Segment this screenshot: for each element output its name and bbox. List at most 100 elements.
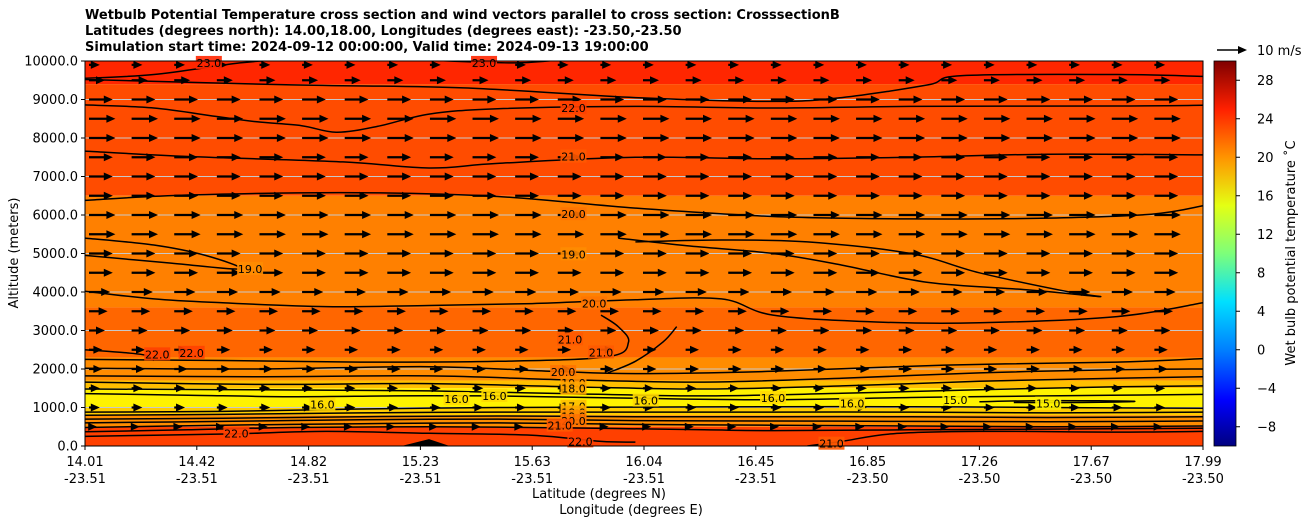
wind-arrow-head bbox=[1086, 230, 1096, 239]
wind-arrow-head bbox=[226, 307, 236, 316]
wind-arrow-head bbox=[471, 422, 481, 431]
wind-arrow-head bbox=[476, 345, 486, 354]
wind-arrow-head bbox=[101, 288, 111, 296]
wind-arrow bbox=[898, 288, 920, 296]
wind-arrow bbox=[941, 134, 968, 142]
wind-arrow-head bbox=[484, 288, 494, 296]
wind-arrow bbox=[684, 422, 694, 431]
wind-arrow bbox=[344, 288, 366, 296]
colorbar bbox=[1213, 60, 1237, 447]
wind-arrow bbox=[216, 268, 241, 277]
contour-label-bg-4 bbox=[560, 207, 587, 221]
wind-arrow-head bbox=[319, 114, 329, 123]
wind-arrow bbox=[983, 230, 1011, 239]
chart-title-line-2: Latitudes (degrees north): 14.00,18.00, … bbox=[85, 24, 682, 39]
wind-arrow-head bbox=[359, 249, 369, 258]
wind-arrow-head bbox=[1171, 230, 1181, 239]
wind-arrow bbox=[1069, 403, 1080, 412]
wind-arrow bbox=[1154, 384, 1166, 393]
wind-arrow-head bbox=[956, 95, 966, 104]
y-tick-label-3: 3000.0 bbox=[33, 324, 79, 339]
wind-arrow-head bbox=[697, 288, 707, 296]
wind-arrow bbox=[1026, 191, 1051, 200]
wind-arrow bbox=[856, 230, 883, 239]
contour-labels: 23.0 23.0 22.0 21.0 20.0 19.0 19.0 20.0 22.0 22.0… bbox=[144, 55, 1062, 451]
wind-arrow bbox=[131, 114, 159, 123]
wind-arrow-head bbox=[956, 249, 966, 258]
wind-arrow-head bbox=[830, 211, 840, 219]
wind-arrow-head bbox=[529, 153, 539, 162]
wind-arrow bbox=[1111, 95, 1136, 104]
y-axis-label: Altitude (meters) bbox=[7, 198, 22, 309]
contour-label-bg-3 bbox=[560, 149, 587, 163]
wind-arrow-head bbox=[735, 76, 745, 85]
wind-arrow-head bbox=[218, 403, 228, 412]
wind-arrow-head bbox=[362, 114, 372, 123]
wind-arrow-head bbox=[1001, 230, 1011, 239]
wind-arrow bbox=[813, 76, 830, 85]
wind-arrow bbox=[770, 326, 787, 335]
wind-arrow-head bbox=[828, 249, 838, 258]
wind-arrow-head bbox=[1126, 249, 1136, 258]
wind-arrow bbox=[216, 95, 241, 104]
wind-arrow bbox=[728, 345, 742, 354]
x-tick-label-lat-9: 17.67 bbox=[1073, 455, 1110, 470]
wind-arrow bbox=[1154, 153, 1179, 162]
wind-arrow-head bbox=[359, 95, 369, 104]
wind-arrow-head bbox=[730, 61, 740, 69]
wind-arrow bbox=[259, 114, 286, 123]
wind-arrow bbox=[855, 422, 865, 431]
wind-arrow-head bbox=[562, 345, 572, 354]
wind-arrow bbox=[259, 191, 284, 200]
wind-arrow-head bbox=[820, 76, 830, 85]
wind-arrow-head bbox=[402, 172, 412, 181]
wind-arrow bbox=[898, 61, 910, 69]
wind-arrow bbox=[813, 403, 825, 412]
wind-arrow-head bbox=[447, 230, 457, 239]
wind-arrow bbox=[983, 384, 995, 393]
wind-arrow bbox=[429, 249, 454, 258]
wind-arrow bbox=[1111, 384, 1123, 393]
wind-arrow bbox=[983, 268, 1008, 277]
contour-label-bg-0 bbox=[195, 55, 222, 69]
wind-arrow-head bbox=[575, 114, 585, 123]
wind-arrow-head bbox=[146, 268, 156, 277]
wind-arrow bbox=[216, 345, 231, 354]
wind-arrow-head bbox=[146, 172, 156, 181]
wind-arrow-head bbox=[695, 307, 705, 316]
wind-arrow-head bbox=[599, 422, 609, 431]
y-tick-label-1: 1000.0 bbox=[33, 401, 79, 416]
wind-arrow-head bbox=[96, 76, 105, 85]
wind-arrow bbox=[302, 172, 326, 181]
wind-arrow bbox=[600, 230, 627, 239]
wind-arrow bbox=[515, 61, 526, 69]
wind-arrow-head bbox=[487, 153, 497, 162]
colorbar-tick-label-9: 28 bbox=[1257, 74, 1274, 89]
wind-arrow bbox=[856, 172, 880, 181]
contour-label-bg-25 bbox=[223, 426, 250, 440]
wind-arrow-head bbox=[316, 268, 326, 277]
contour-line-15 bbox=[85, 385, 1203, 397]
wind-arrow bbox=[131, 76, 148, 85]
wind-arrow bbox=[1026, 172, 1051, 181]
contour-line-16 bbox=[85, 392, 1203, 401]
wind-arrow bbox=[515, 134, 542, 142]
wind-arrow bbox=[344, 153, 369, 162]
wind-arrow-head bbox=[271, 288, 281, 296]
wind-arrow-head bbox=[644, 61, 654, 69]
wind-arrow-head bbox=[189, 172, 199, 181]
wind-arrow bbox=[1026, 61, 1038, 69]
wind-arrow bbox=[174, 191, 199, 200]
wind-arrow-head bbox=[1153, 422, 1163, 431]
wind-arrow bbox=[387, 249, 412, 258]
wind-arrow bbox=[344, 191, 369, 200]
wind-arrow-head bbox=[103, 191, 113, 200]
wind-arrow-head bbox=[745, 230, 755, 239]
wind-arrow-head bbox=[303, 61, 313, 69]
wind-arrow-head bbox=[700, 191, 710, 200]
wind-arrow-head bbox=[176, 403, 186, 412]
wind-arrow-head bbox=[1041, 268, 1051, 277]
wind-arrow-head bbox=[828, 191, 838, 200]
wind-arrow-head bbox=[359, 268, 369, 277]
wind-arrow bbox=[1026, 365, 1040, 373]
